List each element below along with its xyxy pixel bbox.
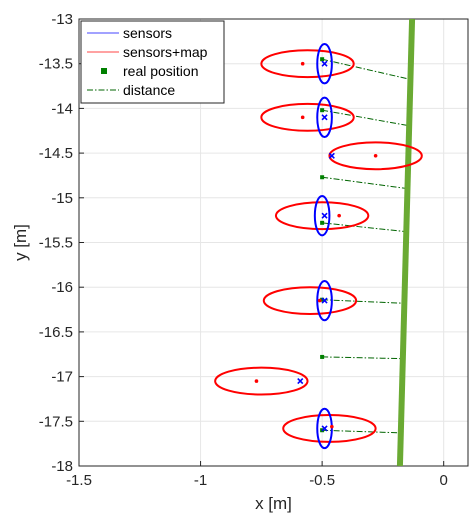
distance-line — [322, 176, 410, 190]
y-tick-label: -13 — [51, 11, 73, 28]
sensors-point — [321, 114, 328, 121]
x-tick-label: 0 — [440, 472, 448, 489]
sensors-map-point — [300, 61, 305, 66]
sensors-ellipse — [316, 279, 333, 322]
sensors-point-stroke — [321, 297, 328, 304]
real-position-point — [320, 108, 325, 113]
sensors-point — [321, 425, 328, 432]
legend-label: sensors — [123, 25, 172, 41]
real-position-point — [320, 175, 325, 180]
distance-line — [322, 429, 403, 434]
sensors-point — [321, 212, 328, 219]
y-tick-label: -16 — [51, 279, 73, 296]
sensors-point-stroke — [328, 152, 335, 159]
sensors-map-point — [254, 379, 259, 383]
legend-box — [80, 20, 225, 104]
wall-line — [396, 19, 416, 466]
sensors-point-stroke — [321, 212, 328, 219]
legend-item: sensors+map — [87, 44, 208, 60]
sensors-map-point — [317, 298, 322, 303]
y-tick-label: -16.5 — [39, 324, 73, 341]
data-layer — [214, 19, 423, 466]
sensors-map-ellipse — [260, 102, 355, 132]
real-position-point — [320, 57, 325, 62]
sensors-map-ellipse — [328, 141, 423, 171]
sensors-map-point — [337, 213, 341, 218]
y-tick-label: -18 — [51, 458, 73, 475]
x-tick-label: -0.5 — [309, 472, 335, 489]
legend-label: distance — [123, 82, 175, 98]
x-tick-label: -1 — [194, 472, 207, 489]
sensors-map-point — [373, 153, 378, 158]
sensors-ellipse — [313, 195, 331, 237]
sensors-point-stroke — [321, 60, 328, 67]
x-tick-label: -1.5 — [66, 472, 92, 489]
y-axis-label: y [m] — [11, 224, 30, 261]
real-position-point — [320, 297, 325, 302]
legend-item: sensors — [87, 25, 172, 41]
legend-label: sensors+map — [123, 44, 208, 60]
sensors-point-stroke — [321, 425, 328, 432]
real-position-point — [320, 220, 325, 225]
sensors-map-point — [330, 424, 334, 429]
sensors-map-ellipse — [262, 286, 358, 316]
sensors-ellipse — [316, 96, 333, 139]
y-tick-label: -15 — [51, 190, 73, 207]
distance-line — [322, 356, 405, 360]
y-tick-label: -15.5 — [39, 235, 73, 252]
sensors-map-ellipse — [214, 366, 309, 396]
sensors-point-stroke — [321, 114, 328, 121]
sensors-point-stroke — [297, 378, 304, 385]
sensors-map-point — [300, 115, 305, 120]
x-axis-label: x [m] — [255, 494, 292, 513]
distance-line — [322, 222, 408, 233]
sensors-point — [321, 60, 328, 67]
legend-label: real position — [123, 63, 199, 79]
distance-line — [322, 109, 413, 127]
y-tick-label: -13.5 — [39, 56, 73, 73]
sensors-point — [328, 152, 335, 159]
legend: sensors sensors+map real position distance — [80, 20, 225, 104]
sensors-point — [321, 297, 328, 304]
y-tick-label: -17.5 — [39, 413, 73, 430]
y-tick-label: -17 — [51, 369, 73, 386]
y-tick-label: -14.5 — [39, 145, 73, 162]
sensors-ellipse — [316, 43, 333, 85]
plot-area: -1.5 -1 -0.5 0 -13 -13.5 -14 -14.5 -15 -15.5 -16 -1… — [11, 11, 469, 513]
distance-line — [322, 58, 413, 81]
sensors-point — [297, 378, 304, 385]
legend-item: distance — [87, 82, 175, 98]
legend-item: real position — [101, 63, 199, 79]
real-position-point — [320, 354, 325, 359]
legend-swatch — [101, 68, 107, 74]
distance-line — [322, 299, 405, 304]
sensors-map-ellipse — [260, 49, 355, 79]
sensors-map-ellipse — [274, 201, 370, 231]
y-tick-label: -14 — [51, 100, 73, 117]
